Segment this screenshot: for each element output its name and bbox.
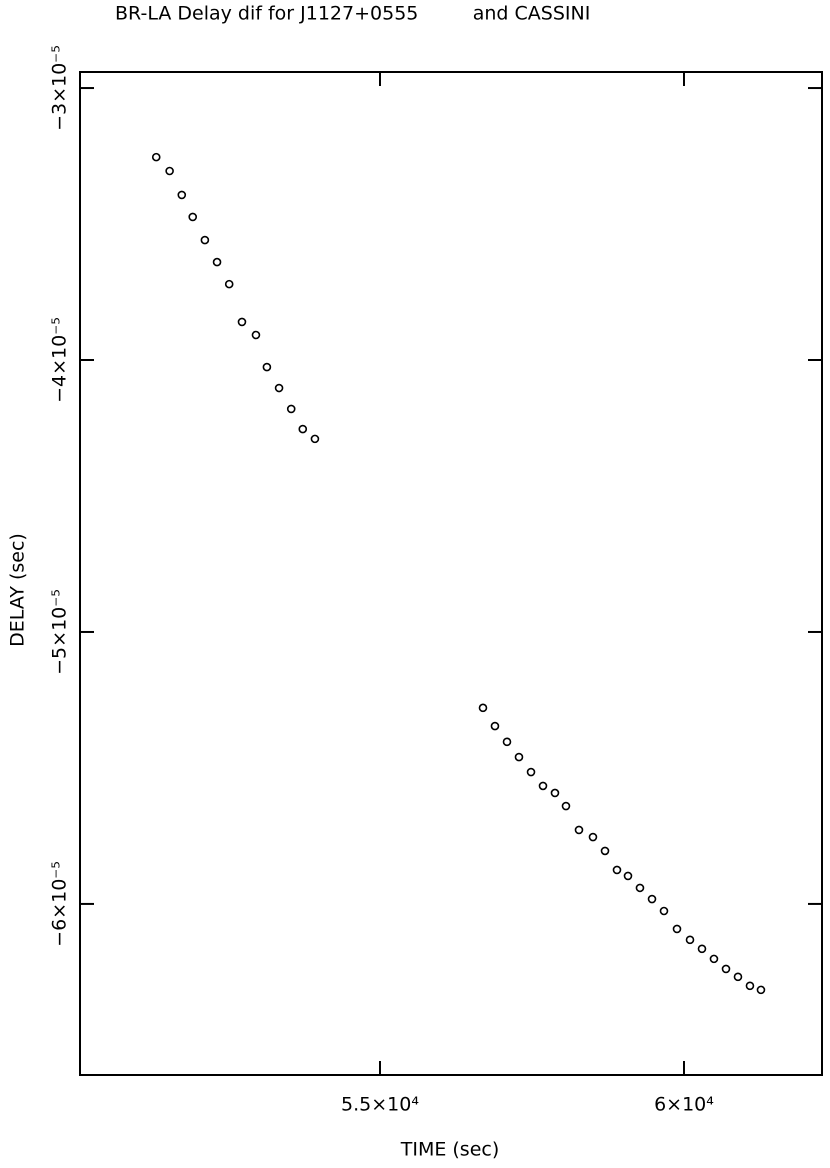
point — [212, 257, 222, 267]
point — [745, 981, 755, 991]
point — [550, 788, 560, 798]
point — [237, 317, 247, 327]
point — [561, 801, 571, 811]
point — [588, 832, 598, 842]
point — [709, 954, 719, 964]
point — [697, 944, 707, 954]
point — [200, 235, 210, 245]
point — [721, 964, 731, 974]
point — [224, 279, 234, 289]
point — [274, 383, 284, 393]
x-tick-label: 6×10⁴ — [654, 1094, 714, 1116]
plot-frame — [79, 71, 823, 1076]
point — [756, 985, 766, 995]
y-tick-label: −6×10⁻⁵ — [49, 861, 71, 947]
point — [647, 894, 657, 904]
point — [310, 434, 320, 444]
point — [490, 721, 500, 731]
point — [635, 883, 645, 893]
point — [526, 767, 536, 777]
point — [514, 752, 524, 762]
x-tick-label: 5.5×10⁴ — [341, 1094, 419, 1116]
point — [502, 737, 512, 747]
point — [286, 404, 296, 414]
point — [600, 846, 610, 856]
point — [151, 152, 161, 162]
chart-title: BR-LA Delay dif for J1127+0555 and CASSI… — [115, 3, 590, 25]
point — [251, 330, 261, 340]
point — [298, 424, 308, 434]
point — [612, 865, 622, 875]
point — [262, 362, 272, 372]
y-tick-label: −5×10⁻⁵ — [49, 589, 71, 675]
point — [574, 825, 584, 835]
x-axis-label: TIME (sec) — [400, 1139, 500, 1161]
point — [177, 190, 187, 200]
point — [165, 166, 174, 176]
point — [188, 212, 198, 222]
point — [623, 871, 633, 881]
point — [672, 924, 682, 934]
point — [659, 906, 669, 916]
y-tick-label: −4×10⁻⁵ — [49, 317, 71, 403]
point — [685, 935, 695, 945]
y-tick-label: −3×10⁻⁵ — [49, 45, 71, 131]
point — [478, 703, 488, 713]
point — [733, 972, 743, 982]
point — [538, 781, 548, 791]
y-axis-label: DELAY (sec) — [7, 533, 29, 647]
